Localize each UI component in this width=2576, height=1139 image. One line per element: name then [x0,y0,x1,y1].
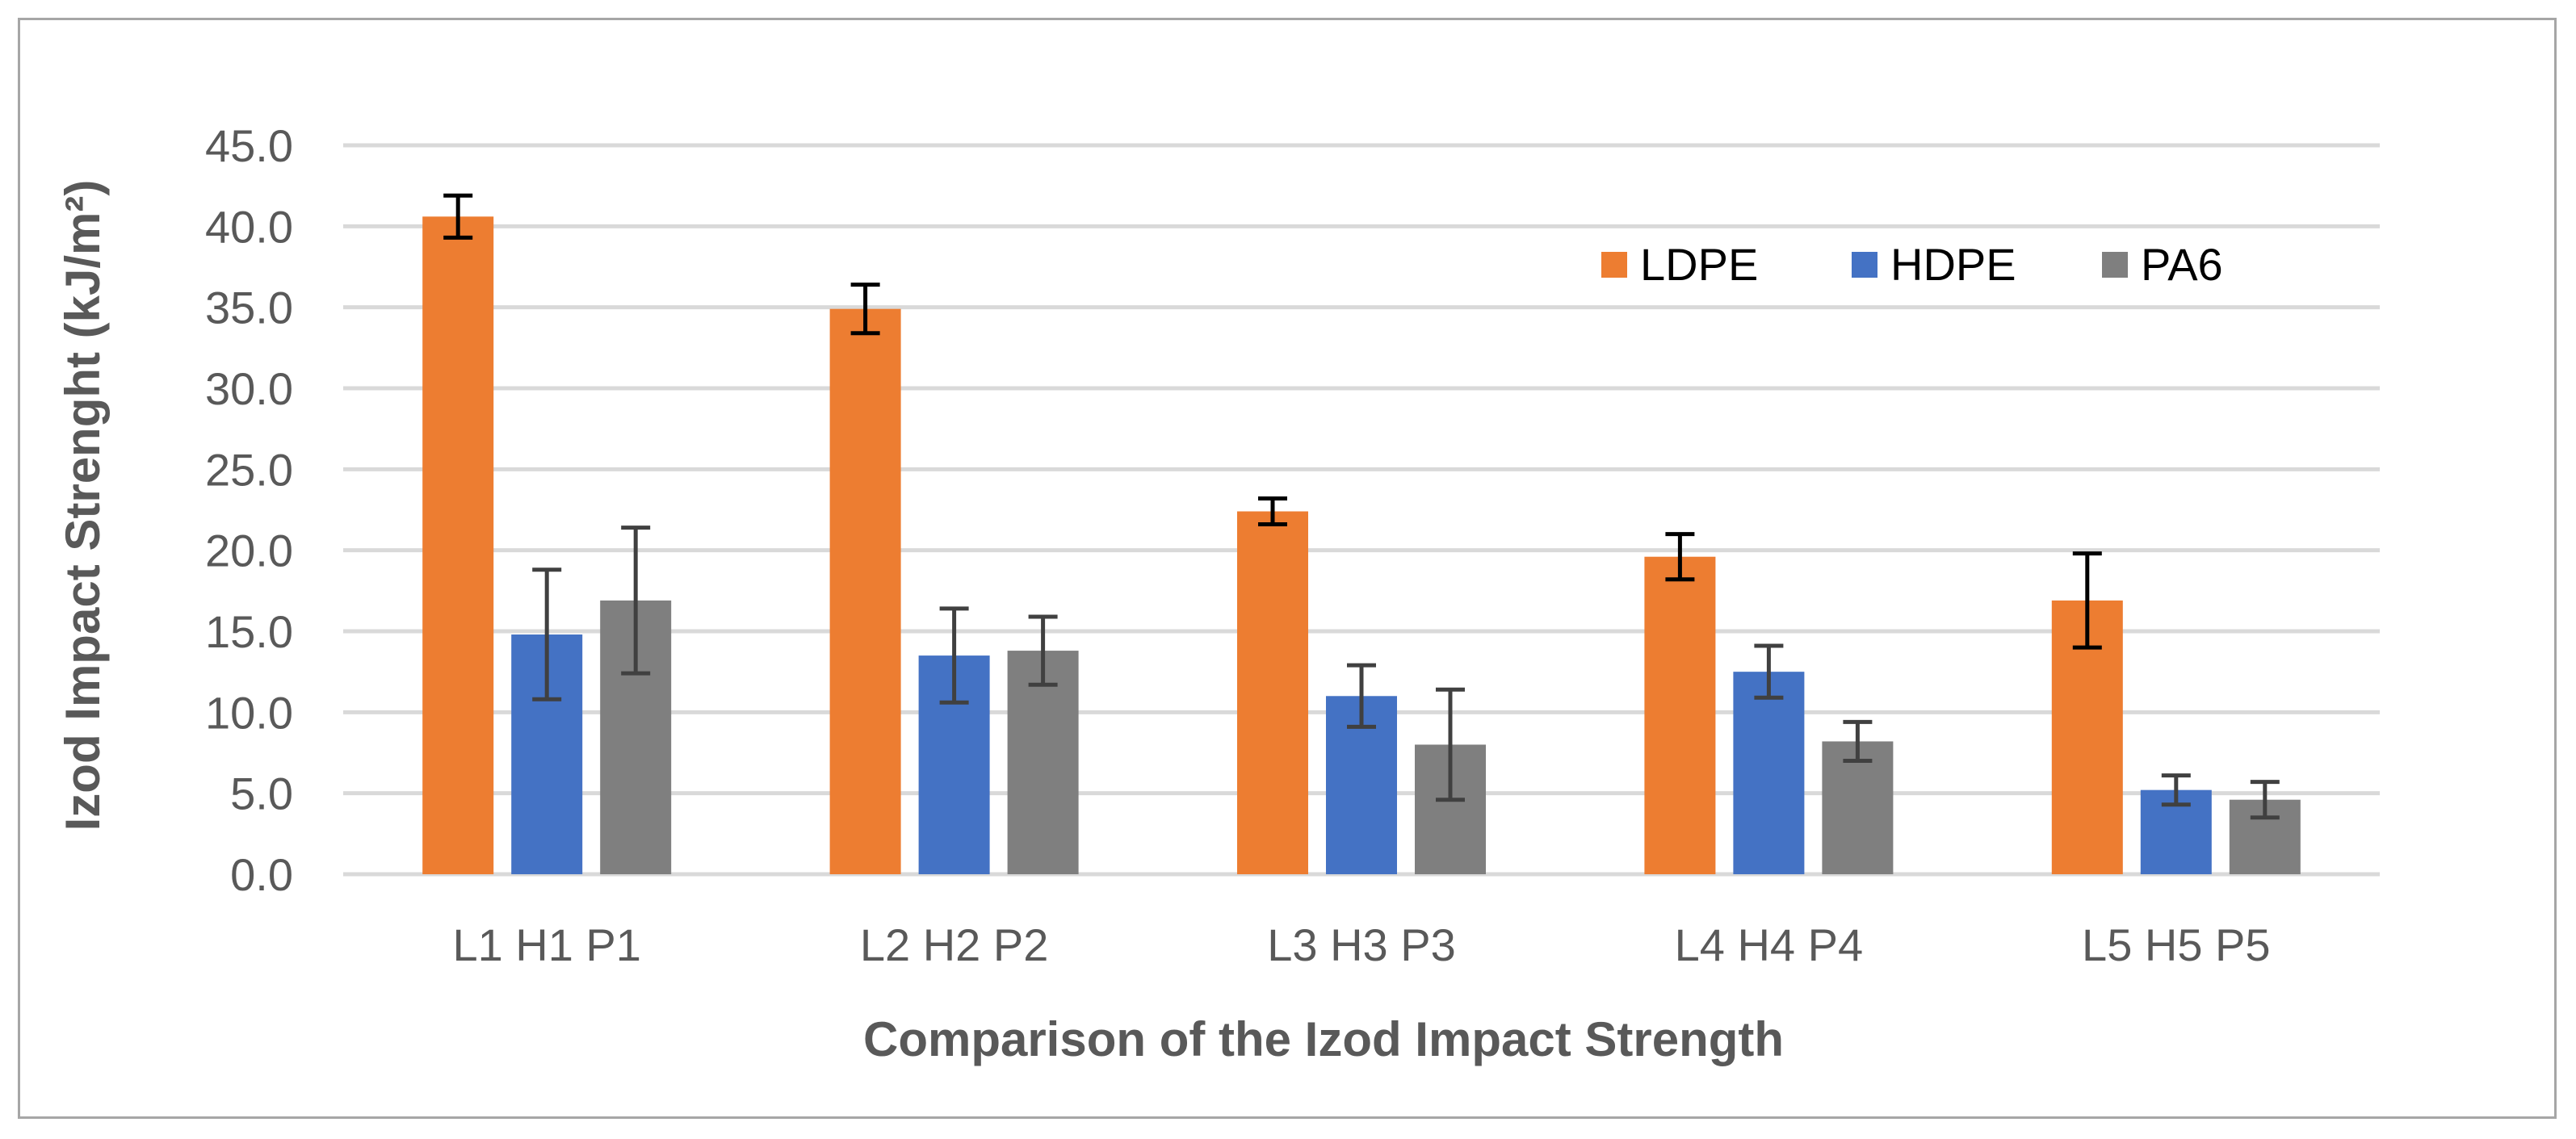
y-tick-label: 5.0 [230,768,293,819]
bar-ldpe [422,216,494,874]
bar-ldpe [829,308,901,874]
error-bar-ldpe [850,283,880,336]
x-tick-label: L3 H3 P3 [1267,919,1456,970]
error-bar-pa6 [1436,687,1465,802]
bar-pa6 [1007,651,1079,874]
legend-label: PA6 [2141,239,2223,290]
legend-swatch [1852,252,1877,278]
x-axis-title: Comparison of the Izod Impact Strength [863,1012,1784,1066]
gridlines [343,143,2380,877]
y-tick-label: 20.0 [205,526,293,576]
legend-label: LDPE [1640,239,1758,290]
x-tick-label: L4 H4 P4 [1675,919,1864,970]
error-bar-ldpe [1665,532,1695,582]
error-bars [443,193,2280,820]
y-tick-label: 0.0 [230,849,293,900]
x-tick-label: L5 H5 P5 [2082,919,2271,970]
error-bar-hdpe [532,567,562,701]
legend-swatch [2102,252,2128,278]
bar-ldpe [1237,511,1308,874]
error-bar-hdpe [1347,663,1376,729]
error-bar-ldpe [1258,496,1287,527]
x-tick-label: L2 H2 P2 [860,919,1049,970]
y-tick-label: 30.0 [205,363,293,414]
error-bar-pa6 [621,526,651,676]
legend-swatch [1601,252,1627,278]
error-bar-pa6 [1028,614,1058,687]
legend-item-ldpe: LDPE [1601,239,1758,290]
y-axis-ticks: 0.0 5.0 10.0 15.0 20.0 25.0 30.0 35.0 40.0 45.0 [205,120,293,900]
legend-item-pa6: PA6 [2102,239,2223,290]
y-tick-label: 35.0 [205,283,293,333]
y-tick-label: 25.0 [205,444,293,495]
error-bar-hdpe [939,606,969,705]
y-tick-label: 40.0 [205,201,293,252]
error-bar-ldpe [443,193,473,240]
izod-impact-chart: 0.0 5.0 10.0 15.0 20.0 25.0 30.0 35.0 40.0 45.0 L… [56,120,2380,1066]
chart-frame: 0.0 5.0 10.0 15.0 20.0 25.0 30.0 35.0 40.0 45.0 L… [18,18,2557,1119]
error-bar-pa6 [2250,780,2280,820]
x-axis-ticks: L1 H1 P1 L2 H2 P2 L3 H3 P3 L4 H4 P4 L5 H5 P5 [452,919,2270,970]
bars [422,216,2301,874]
x-tick-label: L1 H1 P1 [452,919,641,970]
legend-item-hdpe: HDPE [1852,239,2016,290]
error-bar-pa6 [1843,719,1873,764]
error-bar-ldpe [2072,551,2102,650]
y-tick-label: 15.0 [205,606,293,657]
y-tick-label: 45.0 [205,120,293,171]
bar-ldpe [1644,556,1716,874]
bar-pa6 [1822,741,1894,874]
error-bar-hdpe [2161,773,2191,807]
legend-label: HDPE [1890,239,2016,290]
y-axis-title: Izod Impact Strenght (kJ/m²) [56,180,110,831]
y-tick-label: 10.0 [205,687,293,738]
bar-hdpe [1733,672,1805,874]
legend: LDPE HDPE PA6 [1601,239,2223,290]
error-bar-hdpe [1754,643,1784,700]
